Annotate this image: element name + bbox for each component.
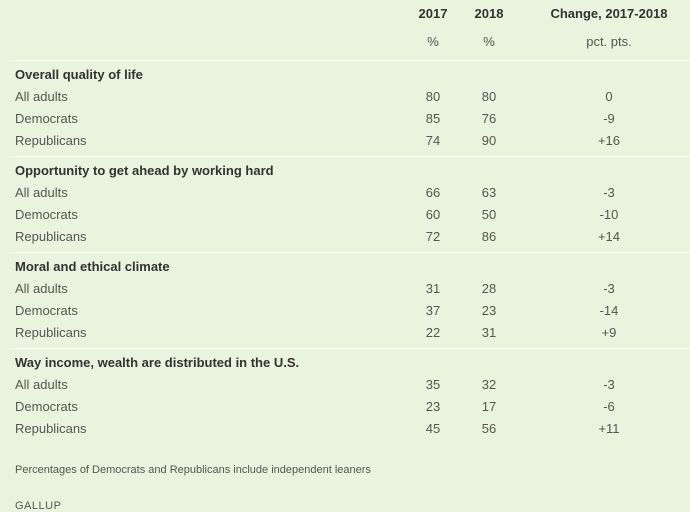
section-divider [9, 156, 690, 157]
value-change: +14 [597, 229, 621, 244]
value-2017: 45 [425, 421, 441, 436]
value-change: -3 [603, 377, 615, 392]
value-2017: 60 [425, 207, 441, 222]
table-row: All adults 35 32 -3 [0, 377, 690, 399]
value-change: +9 [601, 325, 617, 340]
footnote: Percentages of Democrats and Republicans… [15, 464, 371, 476]
value-2018: 17 [481, 399, 497, 414]
value-change: -3 [603, 281, 615, 296]
value-2018: 50 [481, 207, 497, 222]
row-label: Democrats [15, 111, 78, 126]
value-2018: 56 [481, 421, 497, 436]
row-label: Republicans [15, 421, 87, 436]
section-divider [9, 348, 690, 349]
unit-header-row: % % pct. pts. [0, 34, 690, 56]
value-change: -3 [603, 185, 615, 200]
value-2018: 32 [481, 377, 497, 392]
section-title: Overall quality of life [15, 67, 143, 82]
value-2017: 31 [425, 281, 441, 296]
value-2018: 23 [481, 303, 497, 318]
section-title: Moral and ethical climate [15, 259, 170, 274]
table-row: Republicans 22 31 +9 [0, 325, 690, 347]
row-label: All adults [15, 281, 68, 296]
table-row: Republicans 72 86 +14 [0, 229, 690, 251]
value-2018: 86 [481, 229, 497, 244]
row-label: Republicans [15, 229, 87, 244]
table-row: Democrats 60 50 -10 [0, 207, 690, 229]
table-row: All adults 31 28 -3 [0, 281, 690, 303]
value-2017: 66 [425, 185, 441, 200]
column-header-2017: 2017 [418, 6, 448, 21]
source-credit: GALLUP [15, 500, 62, 512]
row-label: Democrats [15, 303, 78, 318]
column-header-change: Change, 2017-2018 [550, 6, 668, 21]
value-2018: 76 [481, 111, 497, 126]
row-label: Republicans [15, 325, 87, 340]
unit-2017: % [427, 34, 439, 49]
value-change: +11 [598, 421, 620, 436]
table-row: All adults 66 63 -3 [0, 185, 690, 207]
unit-change: pct. pts. [586, 34, 632, 49]
table-row: Republicans 74 90 +16 [0, 133, 690, 155]
table-row: All adults 80 80 0 [0, 89, 690, 111]
value-2018: 31 [481, 325, 497, 340]
column-header-2018: 2018 [474, 6, 504, 21]
value-2018: 90 [481, 133, 497, 148]
table-row: Democrats 37 23 -14 [0, 303, 690, 325]
value-2017: 74 [425, 133, 441, 148]
column-header-row: 2017 2018 Change, 2017-2018 [0, 6, 690, 28]
section-title: Way income, wealth are distributed in th… [15, 355, 300, 370]
value-change: -10 [599, 207, 619, 222]
table-row: Democrats 85 76 -9 [0, 111, 690, 133]
value-2017: 35 [425, 377, 441, 392]
table-row: Republicans 45 56 +11 [0, 421, 690, 443]
value-change: -14 [599, 303, 619, 318]
value-2017: 37 [425, 303, 441, 318]
section-title: Opportunity to get ahead by working hard [15, 163, 274, 178]
section-divider [9, 252, 690, 253]
row-label: All adults [15, 377, 68, 392]
value-2018: 80 [481, 89, 497, 104]
row-label: All adults [15, 185, 68, 200]
row-label: Democrats [15, 207, 78, 222]
unit-2018: % [483, 34, 495, 49]
value-2017: 72 [425, 229, 441, 244]
row-label: Democrats [15, 399, 78, 414]
value-2017: 23 [425, 399, 441, 414]
value-2018: 28 [481, 281, 497, 296]
section-divider [9, 60, 690, 61]
row-label: All adults [15, 89, 68, 104]
value-change: -6 [603, 399, 615, 414]
value-2017: 85 [425, 111, 441, 126]
value-change: +16 [597, 133, 621, 148]
value-2017: 80 [425, 89, 441, 104]
value-2017: 22 [425, 325, 441, 340]
table-row: Democrats 23 17 -6 [0, 399, 690, 421]
value-change: 0 [605, 89, 613, 104]
value-change: -9 [603, 111, 615, 126]
value-2018: 63 [481, 185, 497, 200]
row-label: Republicans [15, 133, 87, 148]
